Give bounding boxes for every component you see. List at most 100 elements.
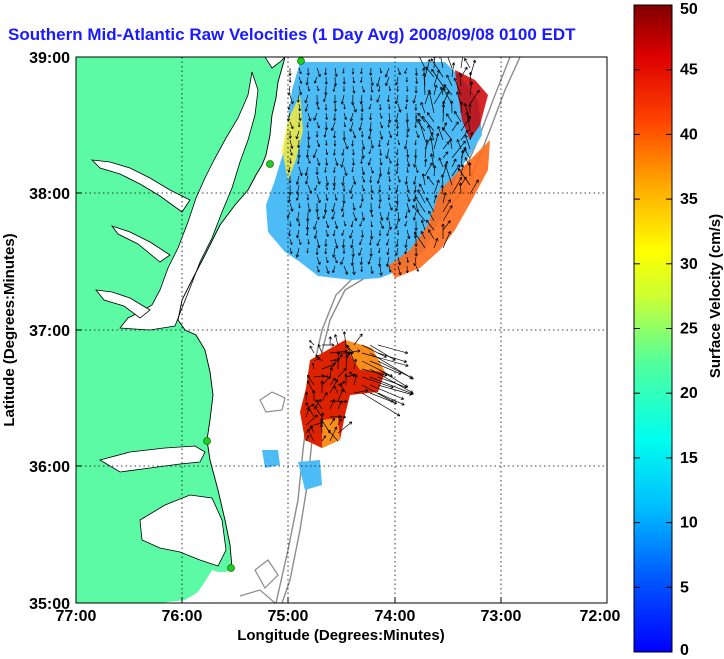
- colorbar-tick-label: 30: [680, 256, 698, 273]
- velocity-arrow: [359, 94, 364, 105]
- velocity-arrow: [289, 202, 294, 212]
- velocity-arrow: [379, 157, 383, 166]
- velocity-arrow: [460, 129, 469, 141]
- velocity-arrow: [456, 91, 462, 105]
- velocity-arrow: [454, 110, 462, 123]
- velocity-arrow: [404, 247, 408, 255]
- velocity-arrow: [469, 81, 474, 96]
- velocity-arrow: [448, 138, 453, 150]
- grid-lines: [76, 57, 607, 603]
- velocity-arrow: [406, 148, 410, 158]
- velocity-arrow: [406, 229, 411, 240]
- velocity-arrow: [417, 112, 426, 123]
- velocity-arrow: [349, 184, 354, 194]
- velocity-arrow: [343, 103, 346, 110]
- velocity-arrow: [351, 157, 355, 166]
- velocity-arrow: [337, 388, 344, 402]
- velocity-arrow: [369, 112, 373, 121]
- velocity-arrow: [414, 85, 418, 94]
- velocity-arrow: [379, 112, 383, 119]
- velocity-arrow: [442, 87, 453, 105]
- velocity-arrow: [324, 121, 329, 131]
- velocity-arrow: [298, 76, 303, 84]
- velocity-arrow: [307, 85, 311, 92]
- velocity-arrow: [349, 112, 354, 122]
- velocity-arrow: [396, 121, 399, 130]
- velocity-arrow: [332, 166, 336, 173]
- velocity-arrow: [395, 94, 399, 104]
- velocity-arrow: [361, 175, 366, 183]
- velocity-arrow: [386, 211, 390, 221]
- velocity-arrow: [359, 238, 363, 246]
- albemarle-sound: [98, 445, 206, 473]
- velocity-arrow: [325, 112, 329, 120]
- velocity-arrow: [352, 175, 357, 185]
- velocity-arrow: [420, 102, 426, 114]
- velocity-arrow: [412, 175, 417, 185]
- x-axis-label: Longitude (Degrees:Minutes): [237, 627, 445, 644]
- y-axis-label: Latitude (Degrees:Minutes): [1, 233, 18, 426]
- velocity-arrow: [412, 211, 417, 221]
- velocity-arrow: [425, 66, 435, 78]
- x-tick-label: 74:00: [375, 608, 416, 625]
- velocity-arrow: [419, 57, 426, 69]
- velocity-arrow: [379, 148, 383, 156]
- velocity-arrow: [332, 265, 336, 274]
- y-tick-label: 38:00: [29, 186, 70, 203]
- velocity-arrow: [309, 425, 315, 434]
- velocity-arrow: [329, 358, 337, 362]
- velocity-arrow: [324, 166, 327, 173]
- velocity-arrow: [405, 130, 409, 138]
- velocity-arrow: [367, 157, 372, 166]
- velocity-patch-warm: [388, 140, 490, 278]
- velocity-arrow: [406, 256, 409, 263]
- velocity-arrow: [376, 238, 381, 247]
- velocity-arrow: [460, 57, 465, 69]
- velocity-arrow: [388, 157, 392, 164]
- velocity-arrow: [432, 57, 437, 69]
- velocity-arrow: [325, 256, 329, 264]
- colorbar: [633, 4, 673, 653]
- velocity-arrow: [464, 134, 471, 150]
- velocity-arrow: [397, 256, 402, 266]
- velocity-arrow: [314, 405, 323, 418]
- velocity-arrow: [468, 162, 472, 177]
- colorbar-ticks: 0 5 10 15 20 25 30 35 40 45 50: [634, 1, 698, 659]
- velocity-arrow: [329, 417, 336, 426]
- velocity-arrow: [307, 157, 311, 164]
- velocity-arrow: [415, 166, 419, 173]
- pamlico-sound: [139, 494, 227, 567]
- velocity-arrow: [332, 85, 336, 92]
- velocity-arrow: [388, 103, 391, 110]
- velocity-arrow: [353, 374, 358, 386]
- rappahannock-river: [110, 225, 171, 263]
- velocity-arrow: [425, 197, 435, 213]
- velocity-patch-hot: [455, 70, 488, 140]
- velocity-arrow: [451, 164, 460, 177]
- velocity-arrow: [341, 238, 346, 248]
- velocity-arrow: [469, 131, 474, 141]
- colorbar-tick-label: 20: [680, 385, 698, 402]
- velocity-arrow: [346, 344, 355, 362]
- velocity-arrow: [329, 399, 335, 410]
- velocity-arrow: [359, 220, 363, 227]
- velocity-arrow: [340, 256, 345, 265]
- velocity-arrow: [438, 157, 444, 168]
- velocity-arrow: [385, 256, 390, 267]
- velocity-arrow: [337, 421, 353, 434]
- velocity-arrow: [386, 229, 390, 237]
- velocity-arrow: [469, 59, 477, 78]
- velocity-arrow: [307, 202, 312, 213]
- velocity-arrow: [306, 211, 310, 222]
- velocity-arrow: [433, 237, 439, 249]
- velocity-arrow: [451, 140, 466, 159]
- velocity-arrow: [428, 91, 435, 114]
- velocity-arrow: [353, 333, 363, 346]
- velocity-arrow: [412, 94, 417, 104]
- velocity-arrow: [388, 202, 393, 211]
- velocity-arrow: [360, 193, 364, 202]
- y-tick-label: 35:00: [29, 596, 70, 613]
- velocity-arrow: [441, 223, 445, 240]
- velocity-arrow: [404, 211, 408, 219]
- velocity-arrow: [404, 67, 408, 74]
